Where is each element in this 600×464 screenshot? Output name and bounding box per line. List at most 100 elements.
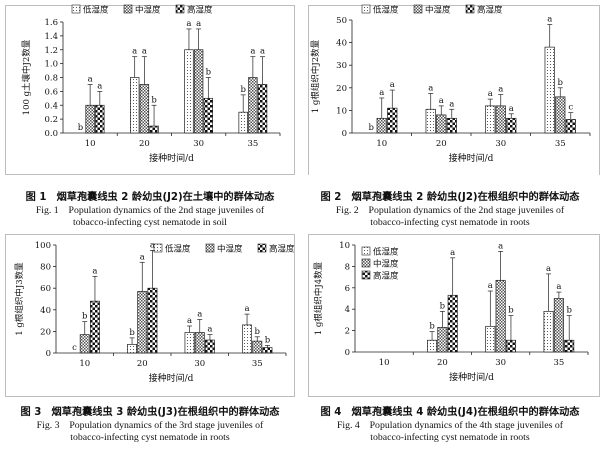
figure-3-caption: 图 3 烟草孢囊线虫 3 龄幼虫(J3)在根组织中的群体动态 Fig. 3 Po…: [0, 407, 300, 444]
figure-1-caption-en-2: tobacco-infecting cyst nematode in soil: [73, 216, 227, 228]
x-axis-label: 接种时间/d: [449, 152, 494, 164]
y-tick-label: 40: [336, 39, 347, 49]
figure-2: 0 10 20 30 40 50 1 g根组织中J2数量 10 b a a 20 a a a 30 a a a 35 a…: [300, 0, 600, 230]
figure-1: 0.0 0.2 0.4 0.6 0.8 1.0 1.2 1.4 1.6 100 g土壤中J2数量 1…: [0, 0, 300, 230]
legend-swatch: [361, 258, 371, 268]
bar: [137, 291, 148, 354]
y-tick-label: 100: [35, 241, 51, 251]
x-axis-label: 接种时间/d: [149, 372, 194, 384]
significance-letter: b: [429, 322, 435, 332]
x-tick-label: 10: [79, 359, 90, 369]
x-tick-label: 20: [137, 359, 148, 369]
x-tick-label: 10: [85, 139, 96, 149]
x-tick-label: 20: [436, 139, 447, 149]
y-tick-label: 0.6: [44, 87, 58, 97]
bar: [436, 114, 447, 134]
significance-letter: a: [439, 96, 444, 106]
y-axis-label: 1 g根组织中J3数量: [14, 262, 25, 336]
y-tick-label: 10: [339, 241, 350, 251]
significance-letter: a: [260, 47, 265, 57]
bar: [127, 344, 137, 354]
significance-letter: b: [129, 328, 135, 338]
legend-label: 中湿度: [135, 5, 161, 16]
y-tick-label: 20: [40, 327, 51, 337]
bar: [257, 84, 268, 134]
bar: [130, 77, 140, 134]
figure-3-caption-en-2: tobacco-infecting cyst nematode in roots: [70, 431, 230, 443]
bar: [564, 339, 575, 353]
figure-1-caption: 图 1 烟草孢囊线虫 2 龄幼虫(J2)在土壤中的群体动态 Fig. 1 Pop…: [0, 192, 300, 229]
significance-letter: b: [206, 68, 212, 78]
bar: [79, 334, 90, 354]
significance-letter: a: [186, 19, 191, 29]
significance-letter: a: [150, 240, 155, 250]
y-tick-label: 0: [46, 349, 51, 359]
figure-1-caption-en: Fig. 1 Population dynamics of the 2nd st…: [35, 204, 265, 216]
bar: [555, 96, 566, 134]
bar: [485, 325, 496, 353]
x-axis-label: 接种时间/d: [449, 371, 494, 383]
legend-swatch: [257, 243, 267, 253]
y-tick-label: 60: [40, 284, 51, 294]
bar: [238, 111, 248, 134]
figure-2-caption-cn: 图 2 烟草孢囊线虫 2 龄幼虫(J2)在根组织中的群体动态: [320, 192, 580, 203]
x-tick-label: 30: [495, 139, 506, 149]
figure-1-caption-cn: 图 1 烟草孢囊线虫 2 龄幼虫(J2)在土壤中的群体动态: [25, 192, 275, 203]
y-tick-label: 10: [336, 106, 347, 116]
bar: [203, 97, 213, 134]
legend-label: 中湿度: [425, 5, 451, 16]
bar: [425, 108, 436, 134]
x-tick-label: 35: [555, 139, 566, 149]
bar: [485, 105, 496, 134]
x-tick-label: 35: [252, 359, 263, 369]
significance-letter: b: [240, 85, 246, 95]
significance-letter: a: [547, 15, 552, 25]
bar: [427, 339, 438, 353]
bar: [89, 300, 100, 354]
bar: [242, 324, 252, 354]
bar: [544, 46, 555, 134]
bar: [248, 77, 258, 134]
chart-frame: [5, 234, 295, 397]
significance-letter: b: [78, 123, 84, 133]
significance-letter: a: [498, 241, 503, 251]
bar: [184, 332, 195, 354]
significance-letter: b: [558, 78, 564, 88]
x-tick-label: 30: [495, 358, 506, 368]
significance-letter: a: [488, 89, 493, 99]
y-tick-label: 0.8: [44, 74, 58, 84]
significance-letter: a: [509, 104, 514, 114]
bar: [543, 310, 554, 353]
bar: [437, 327, 448, 353]
significance-letter: b: [255, 327, 261, 337]
significance-letter: a: [207, 325, 212, 335]
y-tick-label: 80: [40, 263, 51, 273]
bar: [262, 347, 273, 354]
legend-label: 中湿度: [373, 259, 399, 270]
x-tick-label: 35: [247, 139, 258, 149]
significance-letter: a: [142, 47, 147, 57]
y-tick-label: 0: [342, 129, 347, 139]
bar: [194, 332, 205, 354]
y-tick-label: 1.6: [44, 18, 58, 28]
significance-letter: a: [390, 80, 395, 90]
figure-2-caption: 图 2 烟草孢囊线虫 2 龄幼虫(J2)在根组织中的群体动态 Fig. 2 Po…: [300, 192, 600, 229]
x-axis-label: 接种时间/d: [149, 152, 194, 164]
figure-3: 0 20 40 60 80 100 1 g根组织中J3数量 10 c b a 20 b a a 30 a a a 35…: [0, 232, 300, 462]
significance-letter: a: [450, 248, 455, 258]
y-tick-label: 2: [345, 327, 350, 337]
y-tick-label: 0.0: [44, 129, 58, 139]
legend-label: 中湿度: [217, 244, 243, 255]
significance-letter: a: [88, 74, 93, 84]
bar: [85, 104, 95, 134]
y-tick-label: 0.4: [44, 101, 58, 111]
significance-letter: a: [140, 252, 145, 262]
bar: [495, 105, 506, 134]
bar: [139, 84, 150, 134]
legend-swatch: [361, 4, 371, 14]
chart-frame: [5, 5, 295, 175]
bar: [149, 125, 159, 134]
y-tick-label: 6: [345, 284, 350, 294]
